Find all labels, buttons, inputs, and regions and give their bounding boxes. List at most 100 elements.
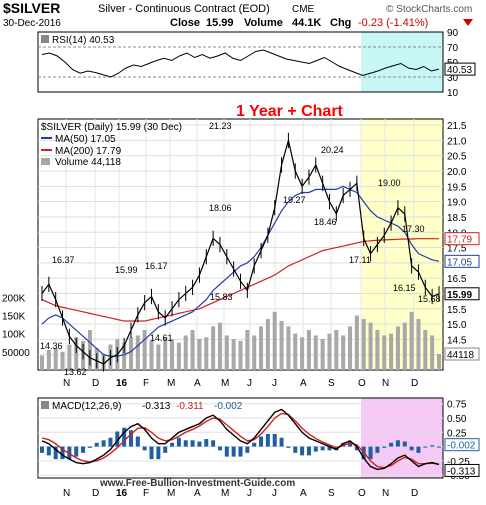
price-annotation: 18.46: [314, 217, 337, 227]
volume-bar: [306, 330, 311, 370]
volume-bar: [67, 344, 72, 370]
macd-histogram-bar: [320, 446, 325, 451]
macd-histogram-bar: [423, 446, 428, 448]
price-x-label: D: [92, 378, 99, 389]
volume-bar: [327, 333, 332, 370]
volume-bar: [402, 322, 407, 370]
macd-histogram-bar: [115, 431, 120, 447]
close-label: Close: [170, 17, 200, 29]
volume-bar: [361, 319, 366, 370]
rsi-tick-label: 90: [447, 28, 459, 39]
price-right-label-box: [444, 254, 480, 268]
price-tick-label: 14.5: [447, 335, 467, 346]
macd-legend-hist: -0.002: [214, 401, 243, 412]
rsi-tick-label: 10: [447, 88, 459, 99]
change-label: Chg: [330, 17, 351, 29]
rsi-last-value-box: [444, 62, 476, 76]
ma200-line: [41, 238, 439, 322]
macd-panel: 0.750.500.250.00-0.25-0.50MACD(12,26,9)-…: [37, 397, 480, 499]
macd-tick-label: 0.75: [447, 400, 467, 411]
contract-description: Silver - Continuous Contract (EOD): [98, 3, 270, 15]
price-annotation: 17.30: [402, 224, 425, 234]
volume-bar: [211, 326, 216, 370]
volume-bar: [149, 340, 154, 370]
macd-x-label: M: [221, 488, 229, 499]
macd-histogram-bar: [245, 446, 250, 453]
macd-histogram-bar: [176, 437, 181, 447]
macd-histogram-bar: [430, 445, 435, 447]
macd-signal-line: [41, 412, 440, 469]
macd-histogram-bar: [163, 446, 168, 453]
rsi-legend: RSI(14) 40.53: [52, 35, 115, 46]
macd-histogram-bar: [306, 446, 311, 456]
macd-histogram-bar: [156, 446, 161, 460]
down-arrow-icon: [463, 19, 473, 26]
macd-histogram-bar: [183, 440, 188, 447]
price-tick-label: 20.5: [447, 152, 467, 163]
price-annotation: 19.27: [283, 195, 306, 205]
price-x-label: N: [382, 378, 389, 389]
macd-histogram-bar: [238, 446, 243, 457]
price-tick-label: 21.5: [447, 121, 467, 132]
exchange-label: CME: [292, 4, 315, 15]
price-x-label: A: [194, 378, 201, 389]
date-label: 30-Dec-2016: [3, 18, 61, 29]
volume-bar: [176, 342, 181, 370]
price-right-label: 15.99: [447, 290, 472, 301]
price-highlight-band: [361, 119, 443, 370]
volume-value: 44.1K: [292, 17, 321, 29]
volume-bar: [416, 319, 421, 370]
macd-histogram-bar: [293, 446, 298, 453]
macd-right-label: -0.002: [447, 441, 476, 452]
macd-x-label: M: [167, 488, 175, 499]
macd-x-label: F: [143, 488, 149, 499]
volume-bar: [389, 333, 394, 370]
macd-tick-label: 0.50: [447, 414, 467, 425]
price-tick-label: 18.5: [447, 213, 467, 224]
macd-histogram-bar: [211, 440, 216, 447]
macd-histogram-bar: [313, 446, 318, 452]
macd-histogram-bar: [108, 437, 113, 447]
volume-bar: [170, 339, 175, 370]
price-annotation: 16.15: [393, 283, 416, 293]
price-annotation: 16.17: [145, 261, 168, 271]
macd-histogram-bar: [231, 446, 236, 457]
volume-tick-label: 100K: [2, 330, 26, 341]
symbol-title: $SILVER: [3, 0, 60, 16]
volume-bar: [231, 339, 236, 370]
macd-right-label-box: [444, 438, 480, 452]
volume-bar: [368, 322, 373, 370]
volume-bar: [265, 319, 270, 370]
price-tick-label: 20.0: [447, 167, 467, 178]
macd-histogram-bar: [375, 446, 380, 453]
macd-histogram-bar: [122, 427, 127, 447]
macd-histogram-bar: [94, 442, 99, 447]
volume-bar: [341, 335, 346, 370]
macd-histogram-bar: [170, 442, 175, 447]
price-x-label: M: [221, 378, 229, 389]
macd-histogram-bar: [327, 446, 332, 451]
volume-bar: [313, 335, 318, 370]
volume-bar: [259, 326, 264, 370]
price-annotation: 13.62: [64, 367, 87, 377]
price-x-label: J: [247, 378, 252, 389]
rsi-legend-swatch: [41, 35, 49, 43]
price-panel: 21.521.020.520.019.519.018.518.017.517.0…: [2, 118, 480, 389]
macd-x-label: D: [411, 488, 418, 499]
macd-histogram-bar: [402, 441, 407, 447]
price-annotation: 16.37: [52, 255, 75, 265]
macd-legend-macd: -0.313: [142, 401, 171, 412]
macd-highlight-band: [361, 398, 443, 478]
price-annotation: 15.99: [115, 265, 138, 275]
volume-bar: [430, 335, 435, 370]
macd-histogram-bar: [46, 446, 51, 456]
macd-histogram-bar: [286, 446, 291, 448]
macd-histogram-bar: [395, 440, 400, 447]
macd-histogram-bar: [224, 446, 229, 457]
macd-frame: [37, 397, 444, 479]
macd-histogram-bar: [197, 441, 202, 447]
volume-bar: [224, 335, 229, 370]
macd-legend-swatch: [41, 401, 49, 409]
macd-histogram-bar: [60, 446, 65, 460]
